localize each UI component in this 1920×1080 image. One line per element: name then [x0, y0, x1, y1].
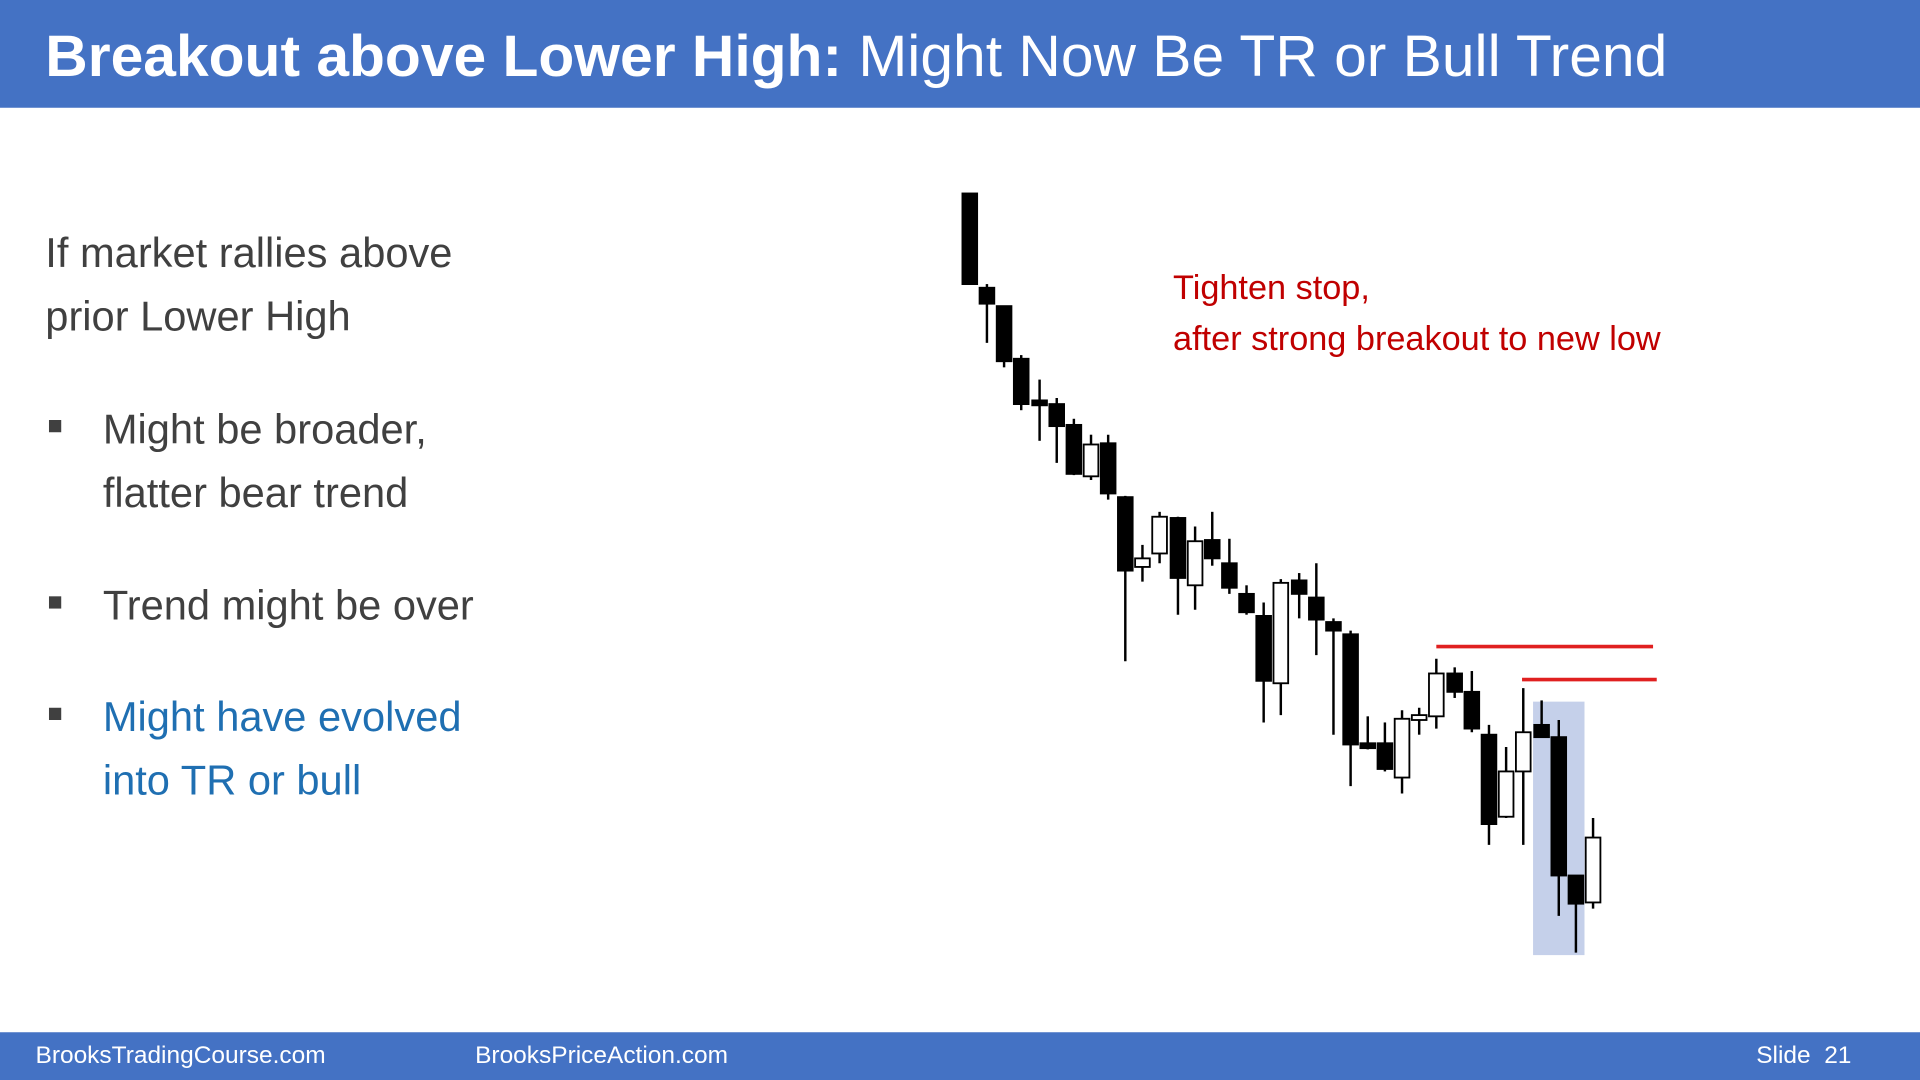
candle-body — [1134, 557, 1151, 568]
intro-line: prior Lower High — [45, 293, 350, 340]
slide-title: Breakout above Lower High: Might Now Be … — [45, 24, 1667, 89]
footer-left: BrooksTradingCourse.com — [36, 1042, 326, 1069]
slide-number: Slide 21 — [1756, 1042, 1851, 1069]
candle-body — [1255, 615, 1272, 682]
candle-body — [1359, 742, 1377, 750]
title-bold: Breakout above Lower High: — [45, 24, 842, 89]
footer-center: BrooksPriceAction.com — [475, 1042, 728, 1069]
candle-body — [1584, 836, 1602, 904]
bullet-marker — [48, 420, 62, 433]
bullet-text: Might be broader, — [103, 405, 427, 452]
candle-body — [1446, 672, 1463, 693]
bullet-marker — [48, 596, 62, 609]
candle-body — [1480, 733, 1498, 825]
title-rest: Might Now Be TR or Bull Trend — [842, 24, 1667, 89]
candle-body — [1065, 423, 1083, 475]
candle-body — [1515, 731, 1532, 773]
candle-body — [1151, 515, 1168, 555]
intro-line: If market rallies above — [45, 229, 452, 276]
bullet-text: into TR or bull — [103, 757, 361, 804]
candle-body — [1012, 357, 1030, 405]
annotation: after strong breakout to new low — [1173, 320, 1661, 358]
candle-body — [1325, 621, 1342, 632]
annotation: Tighten stop, — [1173, 269, 1370, 307]
candle-body — [1186, 540, 1204, 587]
candle-body — [961, 192, 979, 285]
footer-bar — [0, 1032, 1920, 1080]
candle-body — [1463, 690, 1481, 730]
candle-body — [1099, 442, 1117, 495]
candle-body — [1550, 736, 1568, 877]
candle-body — [1169, 517, 1187, 579]
candle-body — [1428, 672, 1445, 718]
candle-body — [1082, 443, 1100, 478]
candle-body — [1048, 403, 1065, 428]
candle-body — [1290, 579, 1308, 595]
candle-body — [1238, 592, 1255, 614]
bullet-marker — [48, 707, 62, 720]
candle-body — [1410, 714, 1428, 721]
candle-body — [1393, 717, 1411, 779]
candle-body — [1221, 562, 1238, 589]
candle-body — [1031, 399, 1048, 407]
candle-body — [978, 286, 996, 305]
candle-body — [1567, 874, 1585, 905]
bullet-text: flatter bear trend — [103, 469, 408, 516]
bullet-text: Might have evolved — [103, 693, 462, 740]
header-bar — [0, 0, 1920, 108]
candle-body — [995, 305, 1013, 363]
bullet-text: Trend might be over — [103, 582, 474, 629]
candle-body — [1272, 581, 1290, 685]
candle-body — [1117, 496, 1134, 572]
candle-body — [1203, 539, 1221, 560]
candle-body — [1497, 770, 1515, 818]
candle-body — [1533, 723, 1550, 739]
candle-body — [1308, 596, 1325, 621]
candle-body — [1342, 633, 1359, 746]
candlestick-chart — [961, 192, 1602, 953]
candle-body — [1376, 742, 1394, 770]
